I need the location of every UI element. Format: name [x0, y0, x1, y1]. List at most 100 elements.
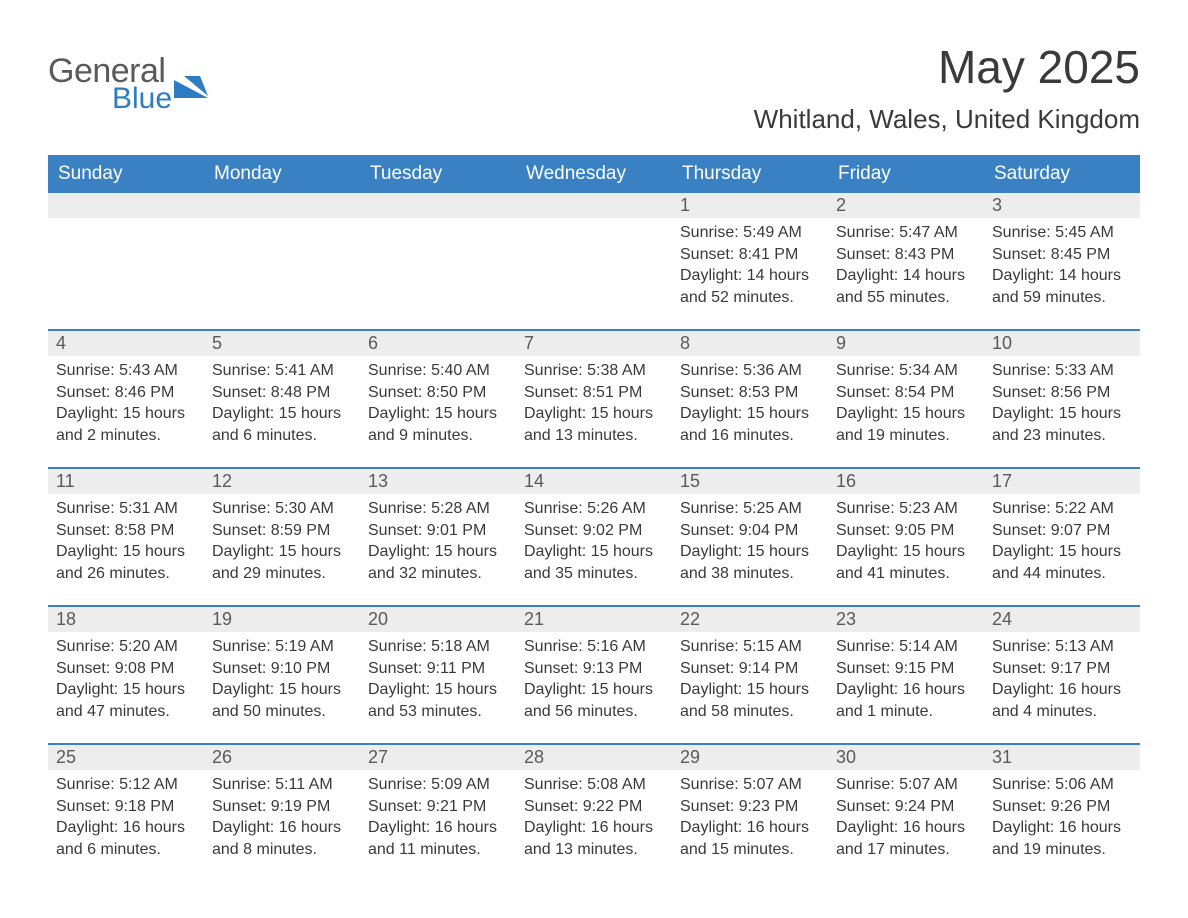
day-details: Sunrise: 5:13 AMSunset: 9:17 PMDaylight:… [984, 632, 1140, 726]
day-details: Sunrise: 5:33 AMSunset: 8:56 PMDaylight:… [984, 356, 1140, 450]
day-daylight-line: Daylight: 15 hours and 44 minutes. [992, 541, 1132, 584]
day-sunrise-line: Sunrise: 5:06 AM [992, 774, 1132, 796]
calendar-day-cell: 19Sunrise: 5:19 AMSunset: 9:10 PMDayligh… [204, 605, 360, 743]
label-daylight: Daylight: [836, 543, 903, 560]
label-daylight: Daylight: [992, 819, 1059, 836]
brand-logo: General Blue [48, 54, 214, 114]
calendar-day-cell: 6Sunrise: 5:40 AMSunset: 8:50 PMDaylight… [360, 329, 516, 467]
value-sunrise: 5:23 AM [899, 500, 958, 517]
day-daylight-line: Daylight: 15 hours and 47 minutes. [56, 679, 196, 722]
day-sunset-line: Sunset: 8:54 PM [836, 382, 976, 404]
label-sunset: Sunset: [524, 798, 583, 815]
day-details: Sunrise: 5:19 AMSunset: 9:10 PMDaylight:… [204, 632, 360, 726]
calendar-day-cell: 17Sunrise: 5:22 AMSunset: 9:07 PMDayligh… [984, 467, 1140, 605]
label-daylight: Daylight: [992, 267, 1059, 284]
calendar-day-cell: 16Sunrise: 5:23 AMSunset: 9:05 PMDayligh… [828, 467, 984, 605]
value-sunset: 9:13 PM [583, 660, 643, 677]
label-sunset: Sunset: [680, 522, 739, 539]
day-sunrise-line: Sunrise: 5:47 AM [836, 222, 976, 244]
day-sunrise-line: Sunrise: 5:11 AM [212, 774, 352, 796]
day-number-bar: 7 [516, 329, 672, 356]
value-sunset: 8:50 PM [427, 384, 487, 401]
day-sunset-line: Sunset: 8:50 PM [368, 382, 508, 404]
day-number-bar: 26 [204, 743, 360, 770]
label-sunrise: Sunrise: [836, 500, 899, 517]
calendar-day-cell: 5Sunrise: 5:41 AMSunset: 8:48 PMDaylight… [204, 329, 360, 467]
day-sunrise-line: Sunrise: 5:07 AM [680, 774, 820, 796]
day-sunrise-line: Sunrise: 5:16 AM [524, 636, 664, 658]
label-daylight: Daylight: [680, 543, 747, 560]
day-sunrise-line: Sunrise: 5:49 AM [680, 222, 820, 244]
day-number-bar: 2 [828, 191, 984, 218]
label-daylight: Daylight: [56, 543, 123, 560]
value-sunrise: 5:31 AM [119, 500, 178, 517]
label-daylight: Daylight: [680, 681, 747, 698]
day-details: Sunrise: 5:07 AMSunset: 9:24 PMDaylight:… [828, 770, 984, 864]
day-sunset-line: Sunset: 8:56 PM [992, 382, 1132, 404]
label-sunset: Sunset: [56, 798, 115, 815]
day-number-bar: 6 [360, 329, 516, 356]
label-sunset: Sunset: [992, 522, 1051, 539]
value-sunset: 9:08 PM [115, 660, 175, 677]
value-sunrise: 5:16 AM [587, 638, 646, 655]
value-sunset: 9:01 PM [427, 522, 487, 539]
label-daylight: Daylight: [212, 681, 279, 698]
calendar-day-cell: 31Sunrise: 5:06 AMSunset: 9:26 PMDayligh… [984, 743, 1140, 881]
day-daylight-line: Daylight: 15 hours and 19 minutes. [836, 403, 976, 446]
calendar-day-cell: 7Sunrise: 5:38 AMSunset: 8:51 PMDaylight… [516, 329, 672, 467]
label-sunset: Sunset: [524, 660, 583, 677]
day-sunrise-line: Sunrise: 5:25 AM [680, 498, 820, 520]
label-sunset: Sunset: [212, 798, 271, 815]
day-number-bar-empty [204, 191, 360, 218]
label-daylight: Daylight: [524, 681, 591, 698]
label-sunset: Sunset: [56, 660, 115, 677]
calendar-day-cell: 20Sunrise: 5:18 AMSunset: 9:11 PMDayligh… [360, 605, 516, 743]
day-sunset-line: Sunset: 9:08 PM [56, 658, 196, 680]
label-sunrise: Sunrise: [680, 362, 743, 379]
label-sunrise: Sunrise: [56, 638, 119, 655]
value-sunset: 8:51 PM [583, 384, 643, 401]
day-sunset-line: Sunset: 8:51 PM [524, 382, 664, 404]
day-sunset-line: Sunset: 9:11 PM [368, 658, 508, 680]
day-number-bar-empty [360, 191, 516, 218]
day-sunset-line: Sunset: 8:45 PM [992, 244, 1132, 266]
value-sunset: 8:56 PM [1051, 384, 1111, 401]
calendar-day-cell: 28Sunrise: 5:08 AMSunset: 9:22 PMDayligh… [516, 743, 672, 881]
weekday-header: Sunday [48, 156, 204, 191]
label-sunset: Sunset: [212, 660, 271, 677]
day-sunset-line: Sunset: 9:07 PM [992, 520, 1132, 542]
day-number-bar: 1 [672, 191, 828, 218]
day-details: Sunrise: 5:11 AMSunset: 9:19 PMDaylight:… [204, 770, 360, 864]
brand-word-2: Blue [112, 84, 172, 114]
calendar-day-cell: 12Sunrise: 5:30 AMSunset: 8:59 PMDayligh… [204, 467, 360, 605]
label-sunset: Sunset: [680, 660, 739, 677]
label-sunrise: Sunrise: [992, 362, 1055, 379]
label-daylight: Daylight: [368, 819, 435, 836]
day-number-bar: 22 [672, 605, 828, 632]
calendar-day-cell: 3Sunrise: 5:45 AMSunset: 8:45 PMDaylight… [984, 191, 1140, 329]
calendar-day-cell: 13Sunrise: 5:28 AMSunset: 9:01 PMDayligh… [360, 467, 516, 605]
value-sunrise: 5:30 AM [275, 500, 334, 517]
value-sunset: 9:26 PM [1051, 798, 1111, 815]
calendar-day-cell [48, 191, 204, 329]
calendar-week-row: 18Sunrise: 5:20 AMSunset: 9:08 PMDayligh… [48, 605, 1140, 743]
day-number-bar: 11 [48, 467, 204, 494]
calendar-day-cell [516, 191, 672, 329]
value-sunrise: 5:06 AM [1055, 776, 1114, 793]
label-sunset: Sunset: [368, 522, 427, 539]
value-sunrise: 5:38 AM [587, 362, 646, 379]
day-sunset-line: Sunset: 8:59 PM [212, 520, 352, 542]
brand-flag-icon [174, 72, 214, 103]
label-daylight: Daylight: [212, 543, 279, 560]
label-sunset: Sunset: [56, 522, 115, 539]
day-number-bar: 5 [204, 329, 360, 356]
weekday-header: Thursday [672, 156, 828, 191]
day-details: Sunrise: 5:08 AMSunset: 9:22 PMDaylight:… [516, 770, 672, 864]
calendar-day-cell [204, 191, 360, 329]
calendar-week-row: 11Sunrise: 5:31 AMSunset: 8:58 PMDayligh… [48, 467, 1140, 605]
day-sunset-line: Sunset: 9:18 PM [56, 796, 196, 818]
weekday-header: Monday [204, 156, 360, 191]
value-sunset: 9:10 PM [271, 660, 331, 677]
label-sunrise: Sunrise: [992, 638, 1055, 655]
day-daylight-line: Daylight: 16 hours and 6 minutes. [56, 817, 196, 860]
